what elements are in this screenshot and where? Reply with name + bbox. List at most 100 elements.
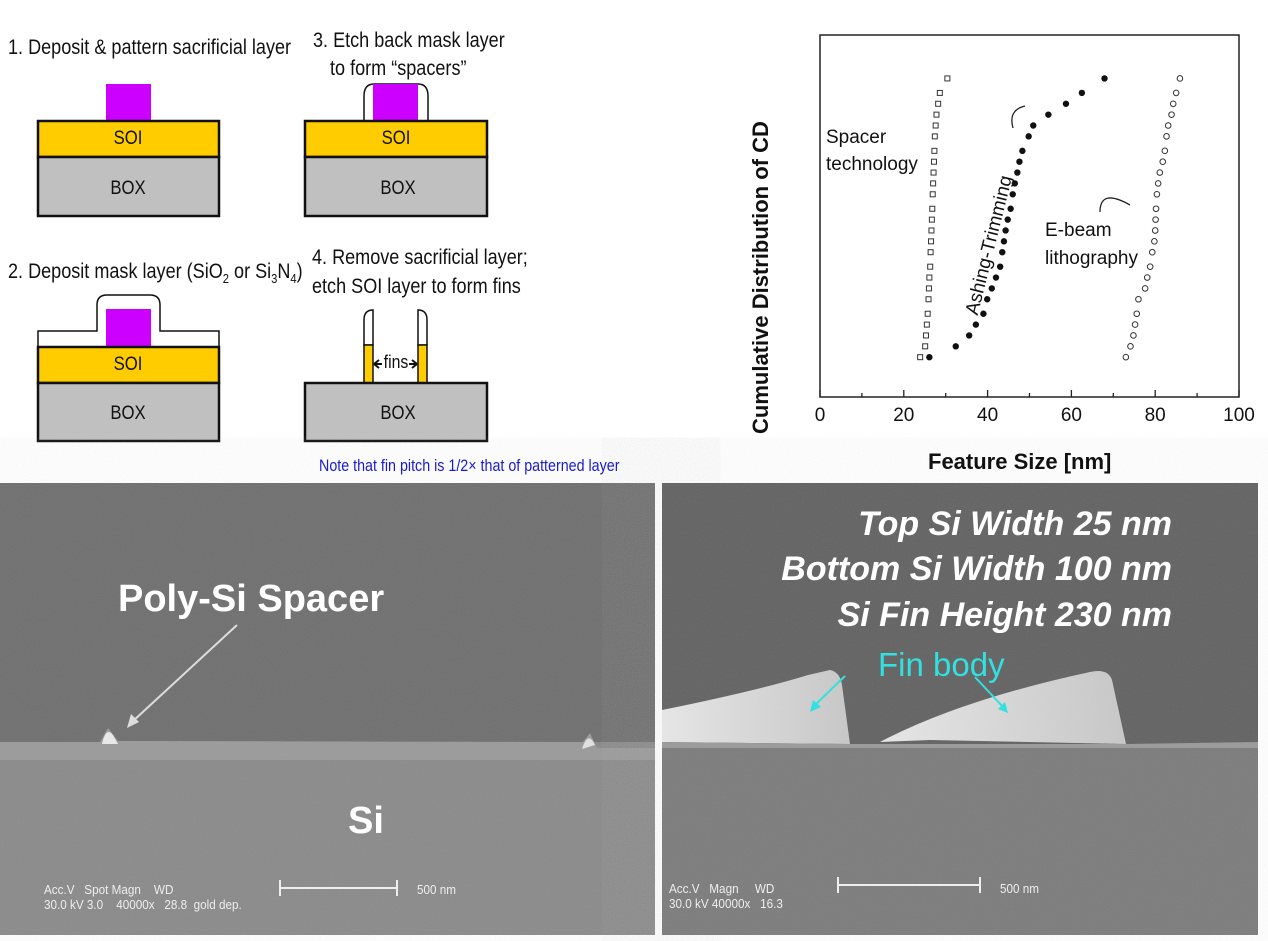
x-tick-label: 20	[893, 405, 915, 426]
data-point	[926, 274, 933, 281]
data-point	[1146, 263, 1154, 270]
annotation-ebeam: E-beam lithography	[1045, 217, 1138, 273]
step-2-text: )	[296, 260, 303, 283]
annotation-arrow-ebeam	[1099, 197, 1131, 213]
data-point	[992, 274, 1000, 281]
data-point	[1127, 343, 1134, 350]
step-3-title: 3. Etch back mask layer	[313, 29, 505, 52]
box-layer	[303, 381, 489, 443]
fin-left	[363, 344, 374, 384]
data-point	[1151, 227, 1159, 234]
plot-frame	[819, 34, 1240, 398]
data-point	[935, 100, 942, 107]
data-point	[925, 285, 932, 292]
data-point	[931, 147, 938, 154]
data-point	[922, 343, 929, 350]
x-tick-label: 0	[814, 405, 826, 426]
data-point	[1148, 248, 1156, 256]
spacer-bump	[582, 738, 595, 749]
x-axis-label: Feature Size [nm]	[928, 449, 1112, 474]
data-point	[1156, 169, 1164, 176]
step-2-text: N	[277, 260, 291, 283]
data-point	[930, 158, 937, 165]
y-axis-label: Cumulative Distribution of CD	[748, 121, 773, 434]
data-point	[1122, 353, 1130, 361]
soi-layer	[36, 119, 221, 159]
data-point	[1153, 190, 1161, 198]
box-label: BOX	[110, 178, 146, 199]
soi-layer	[303, 119, 489, 159]
fins-label: fins	[383, 352, 409, 372]
data-point	[1007, 205, 1014, 212]
fin-height-spec: Si Fin Height 230 nm	[837, 596, 1172, 634]
box-layer	[36, 155, 221, 218]
data-point	[932, 122, 939, 129]
meta-line: 30.0 kV 3.0 40000x 28.8 gold dep.	[44, 897, 242, 912]
data-point	[1019, 147, 1026, 155]
data-point	[1002, 227, 1009, 234]
data-point	[1131, 321, 1139, 328]
x-tick-label: 40	[977, 405, 999, 426]
data-point	[917, 354, 924, 361]
fin-body-label: Fin body	[878, 646, 1005, 683]
step-4-title: 4. Remove sacrificial layer;	[312, 246, 528, 269]
fins-arrows	[373, 359, 418, 369]
data-point	[1159, 158, 1167, 165]
fin-body-arrows	[810, 675, 1008, 713]
sem-image-right	[662, 483, 1258, 935]
data-point	[980, 310, 987, 317]
data-point	[1030, 122, 1037, 129]
box-layer	[303, 155, 489, 218]
scale-bar	[837, 877, 981, 893]
soi-label: SOI	[113, 128, 143, 149]
annotation-line: technology	[826, 154, 918, 175]
meta-line: Acc.V Magn WD	[669, 881, 775, 896]
data-point	[927, 249, 934, 256]
soi-label: SOI	[113, 354, 143, 375]
sacrificial-layer	[373, 84, 418, 121]
data-point	[1168, 111, 1175, 118]
si-substrate-label: Si	[348, 800, 384, 842]
sem-image-left	[0, 483, 655, 935]
step-1-title: 1. Deposit & pattern sacrificial layer	[8, 36, 292, 59]
data-point	[1163, 133, 1170, 140]
data-point	[1133, 310, 1141, 318]
box-label: BOX	[110, 403, 146, 424]
annotation-line: Spacer	[826, 127, 887, 148]
data-point	[923, 321, 930, 328]
data-point	[929, 191, 936, 198]
data-point	[1151, 238, 1158, 245]
data-point	[965, 332, 973, 339]
data-point	[999, 249, 1006, 256]
data-point	[1009, 191, 1016, 198]
scale-bar	[279, 880, 398, 896]
data-point	[1152, 216, 1159, 223]
data-point	[952, 343, 959, 350]
meta-line: 30.0 kV 40000x 16.3	[669, 896, 783, 911]
data-point	[1101, 75, 1108, 82]
data-point	[972, 321, 980, 328]
data-point	[1014, 169, 1021, 176]
fin-pitch-note: Note that fin pitch is 1/2× that of patt…	[319, 456, 620, 475]
data-point	[925, 296, 932, 303]
data-point	[1135, 295, 1142, 303]
data-point	[928, 216, 935, 223]
box-label: BOX	[380, 178, 416, 199]
data-point	[1161, 147, 1169, 155]
data-point	[1152, 205, 1160, 213]
data-point	[1011, 180, 1019, 187]
data-point	[1000, 238, 1008, 245]
data-point	[944, 75, 951, 82]
box-layer	[36, 381, 221, 443]
scale-label: 500 nm	[1000, 881, 1040, 896]
data-point	[1154, 180, 1162, 187]
annotation-spacer: Spacer technology	[826, 124, 918, 178]
data-point	[924, 310, 931, 317]
box-label: BOX	[380, 403, 416, 424]
data-point	[1130, 332, 1137, 339]
data-point	[928, 227, 935, 234]
subscript: 2	[222, 271, 230, 287]
spacer-left	[363, 309, 374, 346]
